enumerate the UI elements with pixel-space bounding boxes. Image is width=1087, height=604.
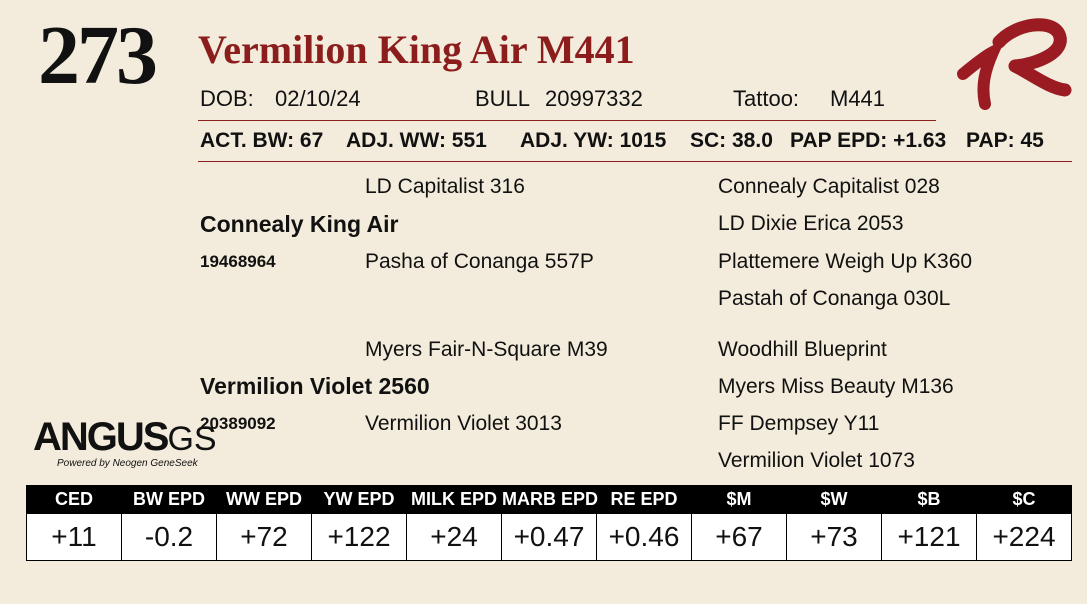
epd-header-ww: WW EPD (216, 485, 312, 514)
epd-header-yw: YW EPD (311, 485, 407, 514)
tattoo-label: Tattoo: (733, 86, 800, 111)
epd-value-b-index: +121 (881, 513, 977, 561)
epd-header-re: RE EPD (596, 485, 692, 514)
sire-dam: Pasha of Conanga 557P (365, 250, 594, 273)
epd-value-marb: +0.47 (501, 513, 597, 561)
dam-dam: Vermilion Violet 3013 (365, 412, 562, 435)
dam-registration: 20389092 (200, 414, 276, 433)
epd-header-m-index: $M (691, 485, 787, 514)
epd-header-marb: MARB EPD (501, 485, 598, 514)
dam-sire-dam: Myers Miss Beauty M136 (718, 375, 954, 398)
epd-value-re: +0.46 (596, 513, 692, 561)
registration-number: 20997332 (545, 86, 643, 111)
sire-sire-dam: LD Dixie Erica 2053 (718, 212, 904, 235)
adjusted-weaning-weight: ADJ. WW: 551 (346, 129, 487, 152)
epd-value-w-index: +73 (786, 513, 882, 561)
header-divider (198, 120, 936, 121)
scrotal-circumference: SC: 38.0 (690, 129, 773, 152)
pap-score: PAP: 45 (966, 129, 1044, 152)
epd-value-bw: -0.2 (121, 513, 217, 561)
epd-table: CED BW EPD WW EPD YW EPD MILK EPD MARB E… (26, 485, 1072, 561)
dam-dam-dam: Vermilion Violet 1073 (718, 449, 915, 472)
dam-dam-sire: FF Dempsey Y11 (718, 412, 880, 435)
sire-sire: LD Capitalist 316 (365, 175, 525, 198)
adjusted-yearling-weight: ADJ. YW: 1015 (520, 129, 667, 152)
dob-value: 02/10/24 (275, 86, 361, 111)
epd-value-yw: +122 (311, 513, 407, 561)
epd-value-milk: +24 (406, 513, 502, 561)
angus-gs-logo: ANGUSGS Powered by Neogen GeneSeek (33, 414, 217, 476)
epd-header-bw: BW EPD (121, 485, 217, 514)
actual-birth-weight: ACT. BW: 67 (200, 129, 324, 152)
tattoo-value: M441 (830, 86, 886, 111)
lot-number: 273 (38, 9, 158, 102)
dam-sire: Myers Fair-N-Square M39 (365, 338, 608, 361)
dob-label: DOB: (200, 86, 254, 111)
sire-dam-sire: Plattemere Weigh Up K360 (718, 250, 973, 273)
epd-value-ced: +11 (26, 513, 122, 561)
epd-header-milk: MILK EPD (406, 485, 502, 514)
epd-header-row: CED BW EPD WW EPD YW EPD MILK EPD MARB E… (26, 485, 1072, 514)
dam-sire-sire: Woodhill Blueprint (718, 338, 887, 361)
epd-value-row: +11 -0.2 +72 +122 +24 +0.47 +0.46 +67 +7… (26, 513, 1072, 561)
sire-dam-dam: Pastah of Conanga 030L (718, 287, 951, 310)
sire-name: Connealy King Air (200, 211, 399, 237)
epd-header-c-index: $C (976, 485, 1072, 514)
epd-value-m-index: +67 (691, 513, 787, 561)
dam-name: Vermilion Violet 2560 (200, 373, 430, 399)
sex-label: BULL (475, 86, 531, 111)
logo-tagline: Powered by Neogen GeneSeek (57, 458, 198, 469)
animal-name: Vermilion King Air M441 (198, 27, 635, 72)
brand-logo-icon (957, 18, 1072, 110)
pap-epd: PAP EPD: +1.63 (790, 129, 947, 152)
epd-value-ww: +72 (216, 513, 312, 561)
epd-header-b-index: $B (881, 485, 977, 514)
epd-header-ced: CED (26, 485, 122, 514)
stats-divider (198, 161, 1072, 162)
sire-registration: 19468964 (200, 252, 276, 271)
epd-header-w-index: $W (786, 485, 882, 514)
logo-wordmark: ANGUSGS (33, 415, 217, 459)
sire-sire-sire: Connealy Capitalist 028 (718, 175, 940, 198)
epd-value-c-index: +224 (976, 513, 1072, 561)
